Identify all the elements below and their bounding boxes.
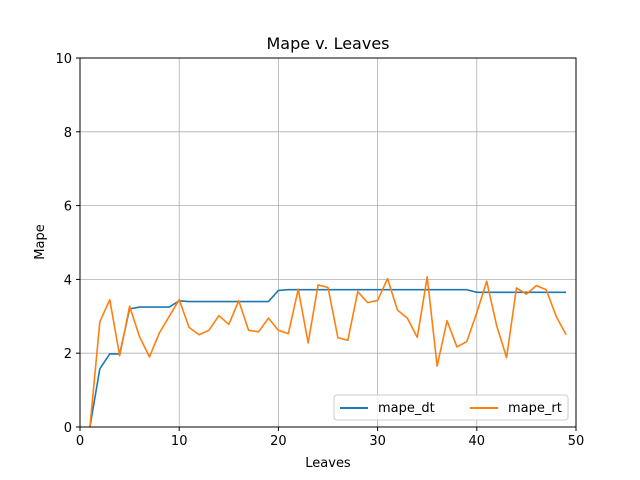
x-tick-label: 10: [171, 434, 188, 449]
legend-label-mape-dt: mape_dt: [378, 401, 435, 416]
y-axis-label: Mape: [33, 224, 48, 259]
series-lines: [89, 276, 567, 428]
y-tick-label: 8: [64, 126, 72, 141]
legend: mape_dt mape_rt: [333, 394, 569, 421]
legend-label-mape-rt: mape_rt: [508, 401, 562, 416]
x-tick-label: 0: [76, 434, 84, 449]
grid-lines: [79, 57, 577, 428]
y-tick-label: 4: [64, 273, 72, 288]
axis-ticks: 0 10 20 30 40 50 0 2 4 6 8 10: [55, 52, 584, 449]
x-tick-label: 30: [369, 434, 386, 449]
series-line-mape-rt: [89, 276, 567, 428]
y-tick-label: 2: [64, 347, 72, 362]
plot-frame: [79, 57, 577, 428]
x-tick-label: 50: [568, 434, 585, 449]
legend-frame: [333, 394, 569, 421]
x-axis-label: Leaves: [305, 456, 351, 471]
y-tick-label: 6: [64, 200, 72, 215]
y-tick-label: 10: [55, 52, 72, 67]
chart-title: Mape v. Leaves: [266, 34, 389, 53]
x-tick-label: 40: [469, 434, 486, 449]
x-tick-label: 20: [270, 434, 287, 449]
y-tick-label: 0: [64, 421, 72, 436]
